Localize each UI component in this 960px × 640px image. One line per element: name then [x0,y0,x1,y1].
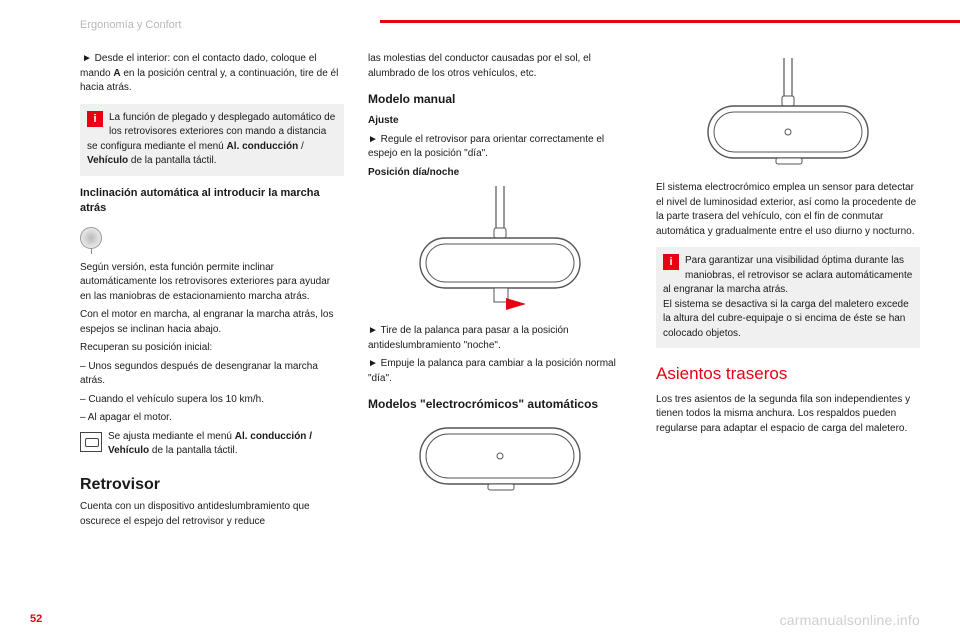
column-3: El sistema electrocrómico emplea un sens… [656,52,920,605]
text-bold: A [113,68,120,79]
heading-inclinacion: Inclinación automática al introducir la … [80,186,344,218]
info-box-1: i La función de plegado y desplegado aut… [80,104,344,176]
text-bold: Ajuste [368,115,399,126]
watermark: carmanualsonline.info [780,612,920,628]
header-red-bar [380,20,960,23]
info-text: La función de plegado y desplegado autom… [87,111,337,169]
col2-p4: ► Empuje la palanca para cambiar a la po… [368,357,632,386]
col1-p5: Cuenta con un dispositivo antideslumbram… [80,500,344,529]
text-bold: Al. conducción [227,141,299,152]
col1-p4: Recuperan su posición inicial: [80,341,344,356]
col1-p1: ► Desde el interior: con el contacto dad… [80,52,344,96]
heading-asientos-traseros: Asientos traseros [656,362,920,387]
heading-retrovisor: Retrovisor [80,473,344,496]
pos-dn-label: Posición día/noche [368,166,632,181]
menu-row: Se ajusta mediante el menú Al. conducció… [80,430,344,459]
info-icon: i [87,111,103,127]
ajuste-label: Ajuste [368,114,632,129]
col2-p1: las molestias del conductor causadas por… [368,52,632,81]
col3-p2: Los tres asientos de la segunda fila son… [656,393,920,437]
mirror-electro-bottom-figure [400,420,600,500]
text: Se ajusta mediante el menú [108,431,235,442]
column-1: ► Desde el interior: con el contacto dad… [80,52,344,605]
mirror-electro-top-figure [688,58,888,173]
car-settings-icon [80,432,102,452]
heading-modelo-manual: Modelo manual [368,91,632,108]
col1-p3: Con el motor en marcha, al engranar la m… [80,308,344,337]
column-2: las molestias del conductor causadas por… [368,52,632,605]
steering-wheel-icon [80,227,102,249]
text: de la pantalla táctil. [128,155,216,166]
col2-p2: ► Regule el retrovisor para orientar cor… [368,133,632,162]
col1-p2: Según versión, esta función permite incl… [80,261,344,305]
text: de la pantalla táctil. [149,445,237,456]
info-icon: i [663,254,679,270]
page-header: Ergonomía y Confort [80,19,182,31]
col2-p3: ► Tire de la palanca para pasar a la pos… [368,324,632,353]
text: / [298,141,304,152]
col1-li3: – Al apagar el motor. [80,411,344,426]
info-text: Para garantizar una visibilidad óptima d… [663,254,913,341]
col1-li1: – Unos segundos después de desengranar l… [80,360,344,389]
text-bold: Posición día/noche [368,167,459,178]
heading-electrocromicos: Modelos "electrocrómicos" automáticos [368,396,632,413]
col1-li2: – Cuando el vehículo supera los 10 km/h. [80,393,344,408]
text: El sistema se desactiva si la carga del … [663,299,909,339]
page-content: ► Desde el interior: con el contacto dad… [80,52,920,605]
text: Para garantizar una visibilidad óptima d… [663,255,912,295]
mirror-manual-figure [400,186,600,316]
text-bold: Vehículo [87,155,128,166]
page-number: 52 [30,613,42,625]
info-box-2: i Para garantizar una visibilidad óptima… [656,247,920,348]
col3-p1: El sistema electrocrómico emplea un sens… [656,181,920,239]
